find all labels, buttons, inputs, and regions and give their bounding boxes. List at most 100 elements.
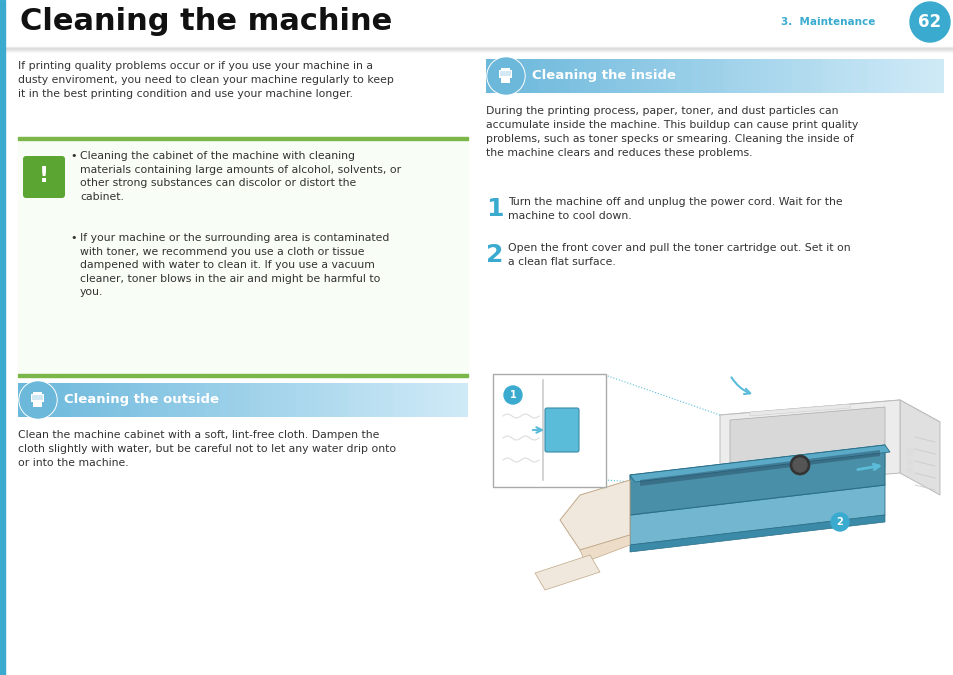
Bar xyxy=(554,59,562,93)
Bar xyxy=(699,59,707,93)
Polygon shape xyxy=(720,400,899,488)
Bar xyxy=(228,383,235,417)
Bar xyxy=(18,383,26,417)
Bar xyxy=(18,137,468,140)
Bar xyxy=(445,383,453,417)
Bar xyxy=(115,383,123,417)
Bar xyxy=(516,59,524,93)
Bar xyxy=(821,59,829,93)
FancyBboxPatch shape xyxy=(544,408,578,452)
Bar xyxy=(363,383,371,417)
Text: •: • xyxy=(70,233,76,243)
Bar xyxy=(843,59,852,93)
Bar xyxy=(913,59,921,93)
Circle shape xyxy=(792,458,806,472)
Circle shape xyxy=(20,382,56,418)
Circle shape xyxy=(503,386,521,404)
Text: •: • xyxy=(70,151,76,161)
Bar xyxy=(310,383,318,417)
Bar xyxy=(235,383,243,417)
Bar xyxy=(508,59,517,93)
Polygon shape xyxy=(639,450,879,486)
Text: 3.  Maintenance: 3. Maintenance xyxy=(780,17,874,27)
Bar xyxy=(183,383,191,417)
Bar xyxy=(160,383,169,417)
Text: Turn the machine off and unplug the power cord. Wait for the
machine to cool dow: Turn the machine off and unplug the powe… xyxy=(507,197,841,221)
Bar xyxy=(18,137,468,374)
Bar xyxy=(546,59,555,93)
Bar xyxy=(55,383,64,417)
Bar xyxy=(592,59,600,93)
Bar xyxy=(26,383,33,417)
Bar xyxy=(31,394,45,402)
Bar xyxy=(437,383,446,417)
Bar xyxy=(33,402,43,407)
Bar xyxy=(265,383,274,417)
Bar xyxy=(499,70,512,78)
Bar xyxy=(645,59,654,93)
Polygon shape xyxy=(899,400,939,495)
Bar xyxy=(890,59,898,93)
Polygon shape xyxy=(749,404,849,416)
Circle shape xyxy=(906,459,912,465)
Circle shape xyxy=(19,381,57,419)
Bar xyxy=(561,59,570,93)
Bar xyxy=(875,59,882,93)
Bar xyxy=(653,59,661,93)
Text: Cleaning the cabinet of the machine with cleaning
materials containing large amo: Cleaning the cabinet of the machine with… xyxy=(80,151,400,202)
Bar xyxy=(100,383,109,417)
Bar xyxy=(63,383,71,417)
Bar xyxy=(257,383,266,417)
Bar xyxy=(584,59,593,93)
Circle shape xyxy=(909,2,949,42)
Bar xyxy=(18,374,468,377)
Bar xyxy=(123,383,131,417)
Bar xyxy=(48,383,56,417)
Bar xyxy=(767,59,776,93)
Bar xyxy=(422,383,431,417)
Bar xyxy=(607,59,616,93)
Text: 1: 1 xyxy=(509,390,516,400)
Text: 1: 1 xyxy=(485,197,503,221)
Bar xyxy=(782,59,791,93)
Bar xyxy=(493,59,501,93)
Bar xyxy=(393,383,400,417)
Bar xyxy=(198,383,206,417)
Polygon shape xyxy=(629,485,884,545)
Bar xyxy=(40,383,49,417)
Bar xyxy=(191,383,198,417)
Bar xyxy=(325,383,334,417)
Bar xyxy=(152,383,161,417)
Bar xyxy=(905,59,913,93)
Bar xyxy=(928,59,936,93)
Bar xyxy=(370,383,378,417)
Bar xyxy=(775,59,783,93)
Bar xyxy=(303,383,311,417)
Bar xyxy=(430,383,438,417)
Bar xyxy=(175,383,183,417)
Text: Cleaning the outside: Cleaning the outside xyxy=(64,392,219,406)
Bar xyxy=(78,383,86,417)
Bar xyxy=(668,59,677,93)
Bar xyxy=(921,59,928,93)
Bar xyxy=(936,59,943,93)
Bar xyxy=(867,59,875,93)
Bar xyxy=(721,59,730,93)
Bar xyxy=(744,59,753,93)
Bar xyxy=(333,383,340,417)
Bar xyxy=(805,59,814,93)
Bar xyxy=(752,59,760,93)
Bar xyxy=(569,59,578,93)
Bar xyxy=(138,383,146,417)
Bar xyxy=(355,383,363,417)
Text: 62: 62 xyxy=(918,13,941,31)
Bar xyxy=(706,59,715,93)
Bar xyxy=(251,383,258,417)
Bar xyxy=(5,47,953,48)
Circle shape xyxy=(488,58,523,94)
Bar xyxy=(836,59,844,93)
Bar xyxy=(5,51,953,52)
Bar xyxy=(760,59,768,93)
Bar xyxy=(599,59,608,93)
Polygon shape xyxy=(579,535,629,562)
